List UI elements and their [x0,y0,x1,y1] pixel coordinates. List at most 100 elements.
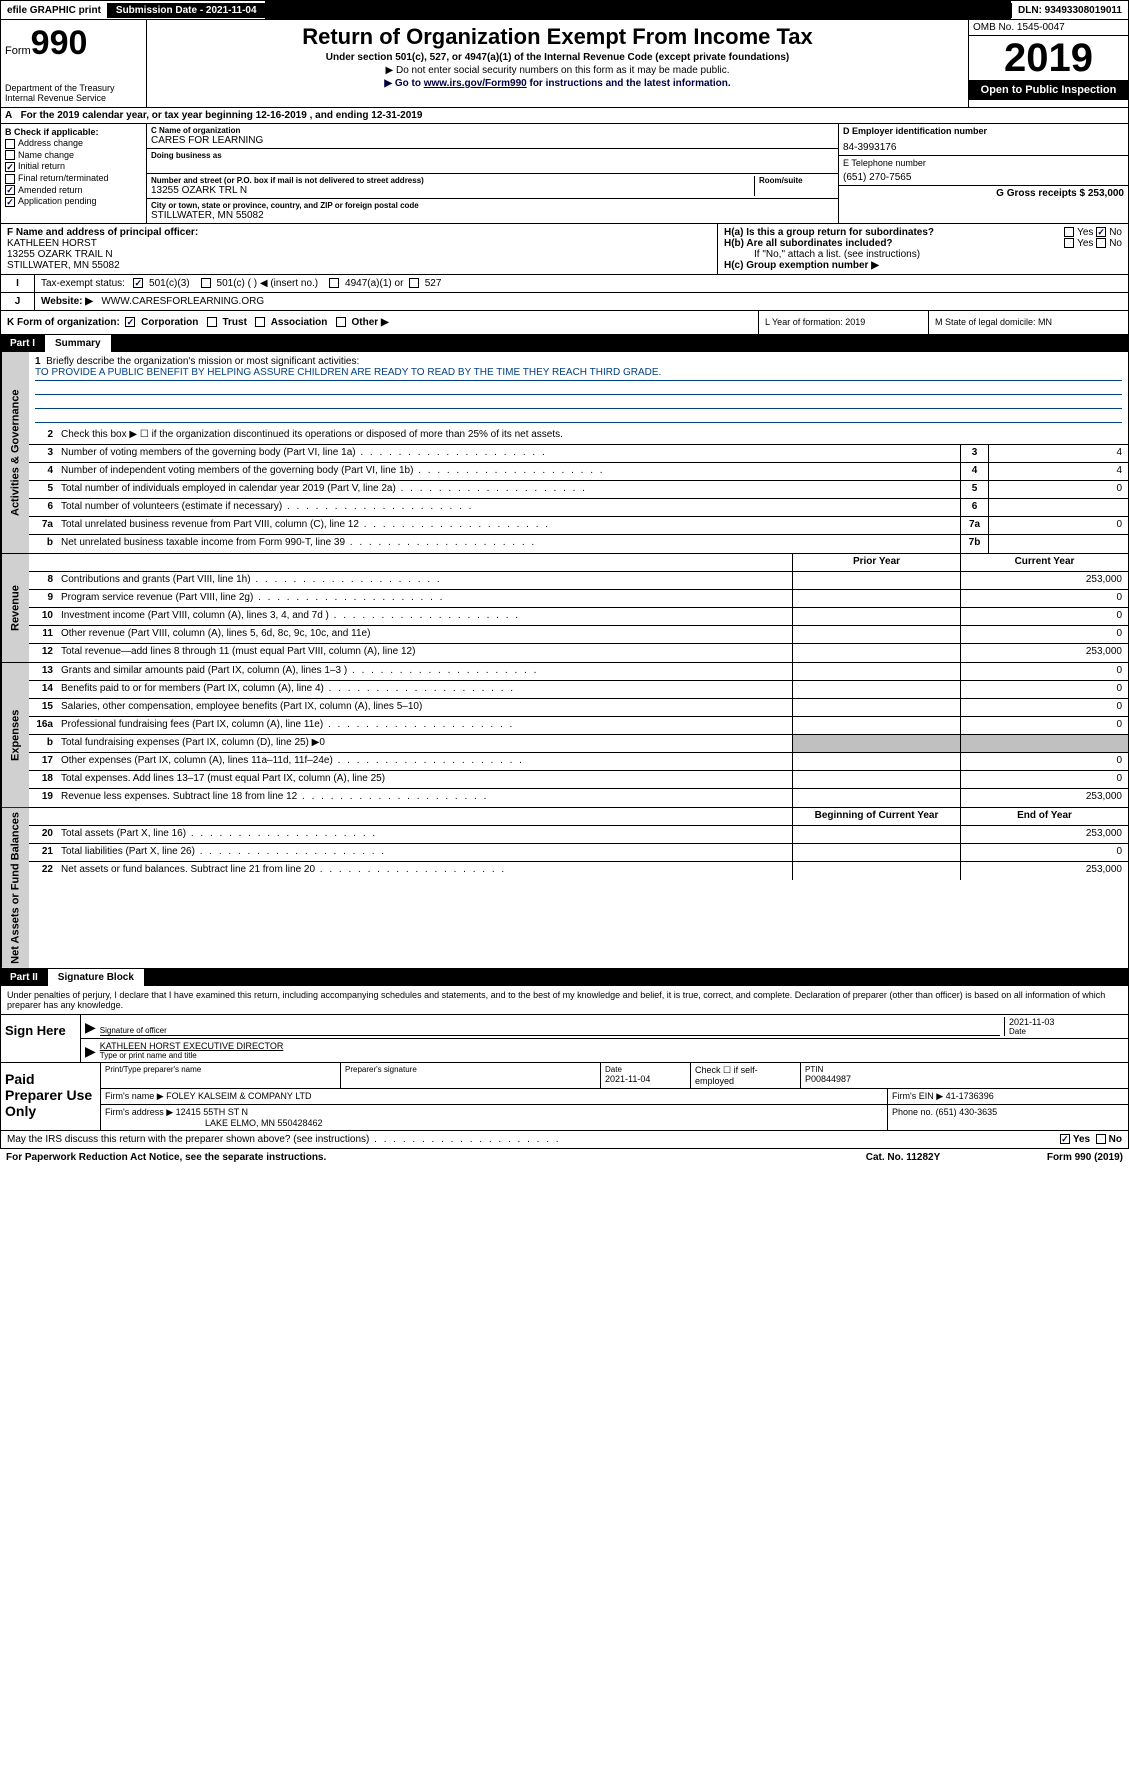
subtitle-2: ▶ Do not enter social security numbers o… [151,65,964,76]
netassets-content: Beginning of Current YearEnd of Year 20T… [29,808,1128,968]
expenses-section: Expenses 13Grants and similar amounts pa… [0,663,1129,808]
subtitle-1: Under section 501(c), 527, or 4947(a)(1)… [151,52,964,63]
efile-label[interactable]: efile GRAPHIC print [1,3,108,18]
cb-assoc[interactable] [255,317,265,327]
cb-other[interactable] [336,317,346,327]
header-center: Return of Organization Exempt From Incom… [147,20,968,107]
discuss-no[interactable]: No [1096,1134,1122,1145]
paid-line-1: Print/Type preparer's name Preparer's si… [101,1063,1128,1089]
paid-line-3: Firm's address ▶ 12415 55TH ST NLAKE ELM… [101,1105,1128,1130]
paperwork-notice: For Paperwork Reduction Act Notice, see … [6,1152,823,1163]
cb-corp[interactable] [125,317,135,327]
addr-label: Number and street (or P.O. box if mail i… [151,176,754,185]
cb-527[interactable] [409,278,419,288]
header-left: Form990 Department of the Treasury Inter… [1,20,147,107]
firm-addr-label: Firm's address ▶ [105,1107,173,1117]
prep-sig-label: Preparer's signature [345,1065,596,1074]
col-b: B Check if applicable: Address change Na… [1,124,147,223]
discuss-yes[interactable]: Yes [1060,1134,1090,1145]
ein-label: D Employer identification number [843,126,1124,136]
arrow-icon: ▶ [85,1043,96,1060]
hc-row: H(c) Group exemption number ▶ [724,260,1122,271]
paid-line-2: Firm's name ▶ FOLEY KALSEIM & COMPANY LT… [101,1089,1128,1105]
name-label: C Name of organization [151,126,834,135]
tax-year: 2019 [969,36,1128,80]
sig-date-val: 2021-11-03 [1009,1017,1124,1027]
j-row: J Website: ▶ WWW.CARESFORLEARNING.ORG [0,293,1129,311]
expenses-content: 13Grants and similar amounts paid (Part … [29,663,1128,807]
cb-4947[interactable] [329,278,339,288]
line-1: 1 Briefly describe the organization's mi… [29,352,1128,427]
line-22: 22Net assets or fund balances. Subtract … [29,862,1128,880]
line-21: 21Total liabilities (Part X, line 26)0 [29,844,1128,862]
dept-treasury: Department of the Treasury Internal Reve… [5,83,142,103]
ptin-val: P00844987 [805,1074,1124,1084]
cb-initial[interactable]: Initial return [5,161,142,172]
period-text: A [5,110,21,121]
cb-address[interactable]: Address change [5,138,142,149]
revenue-content: Prior YearCurrent Year 8Contributions an… [29,554,1128,662]
header-right: OMB No. 1545-0047 2019 Open to Public In… [968,20,1128,107]
cb-application[interactable]: Application pending [5,196,142,207]
prep-date-lbl: Date [605,1065,686,1074]
line-11: 11Other revenue (Part VIII, column (A), … [29,626,1128,644]
city-label: City or town, state or province, country… [151,201,834,210]
cb-final[interactable]: Final return/terminated [5,173,142,184]
top-spacer [265,1,1011,19]
check-self-emp[interactable]: Check ☐ if self-employed [691,1063,801,1088]
cb-name[interactable]: Name change [5,150,142,161]
org-name: CARES FOR LEARNING [151,135,834,146]
phone-value: (651) 270-7565 [843,172,1124,183]
f-label: F Name and address of principal officer: [7,227,711,238]
cat-no: Cat. No. 11282Y [823,1152,983,1163]
discuss-row: May the IRS discuss this return with the… [0,1131,1129,1149]
line-14: 14Benefits paid to or for members (Part … [29,681,1128,699]
website-label: Website: ▶ [41,296,93,307]
dba-row: Doing business as [147,149,838,174]
line-10: 10Investment income (Part VIII, column (… [29,608,1128,626]
mission-value: TO PROVIDE A PUBLIC BENEFIT BY HELPING A… [35,367,1122,381]
sign-here-label: Sign Here [1,1015,81,1062]
hb-note: If "No," attach a list. (see instruction… [724,249,1122,260]
part1-title: Summary [45,335,111,352]
top-bar: efile GRAPHIC print Submission Date - 20… [0,0,1129,20]
line-12: 12Total revenue—add lines 8 through 11 (… [29,644,1128,662]
cb-trust[interactable] [207,317,217,327]
mission-blank3 [35,409,1122,423]
form-header: Form990 Department of the Treasury Inter… [0,20,1129,108]
na-header: Beginning of Current YearEnd of Year [29,808,1128,826]
sig-officer-label: Signature of officer [100,1026,1000,1035]
paid-preparer-row: Paid Preparer Use Only Print/Type prepar… [0,1063,1129,1131]
sub3-post: for instructions and the latest informat… [527,78,731,89]
period-row: A For the 2019 calendar year, or tax yea… [0,108,1129,124]
k-label: K Form of organization: [7,317,120,328]
irs-link[interactable]: www.irs.gov/Form990 [424,78,527,89]
gross-receipts: G Gross receipts $ 253,000 [843,188,1124,199]
f-block: F Name and address of principal officer:… [1,224,718,274]
governance-section: Activities & Governance 1 Briefly descri… [0,352,1129,554]
rev-header: Prior YearCurrent Year [29,554,1128,572]
cb-amended[interactable]: Amended return [5,185,142,196]
m-state: M State of legal domicile: MN [928,311,1128,334]
officer-addr2: STILLWATER, MN 55082 [7,260,711,271]
j-label: J [1,293,35,310]
sig-date-label: Date [1009,1027,1124,1036]
i-row: I Tax-exempt status: 501(c)(3) 501(c) ( … [0,275,1129,293]
city-row: City or town, state or province, country… [147,199,838,223]
form-number: 990 [31,24,88,62]
perjury-block: Under penalties of perjury, I declare th… [0,986,1129,1015]
line-3: 3Number of voting members of the governi… [29,445,1128,463]
revenue-section: Revenue Prior YearCurrent Year 8Contribu… [0,554,1129,663]
side-netassets: Net Assets or Fund Balances [1,808,29,968]
phone-label: E Telephone number [843,158,1124,168]
prep-name-label: Print/Type preparer's name [105,1065,336,1074]
city-state-zip: STILLWATER, MN 55082 [151,210,834,221]
form-prefix: Form [5,45,31,57]
governance-content: 1 Briefly describe the organization's mi… [29,352,1128,553]
cb-501c[interactable] [201,278,211,288]
form-footer: Form 990 (2019) [983,1152,1123,1163]
line-13: 13Grants and similar amounts paid (Part … [29,663,1128,681]
cb-501c3[interactable] [133,278,143,288]
k-row: K Form of organization: Corporation Trus… [0,311,1129,335]
sig-name-line: ▶ KATHLEEN HORST EXECUTIVE DIRECTORType … [81,1039,1128,1062]
